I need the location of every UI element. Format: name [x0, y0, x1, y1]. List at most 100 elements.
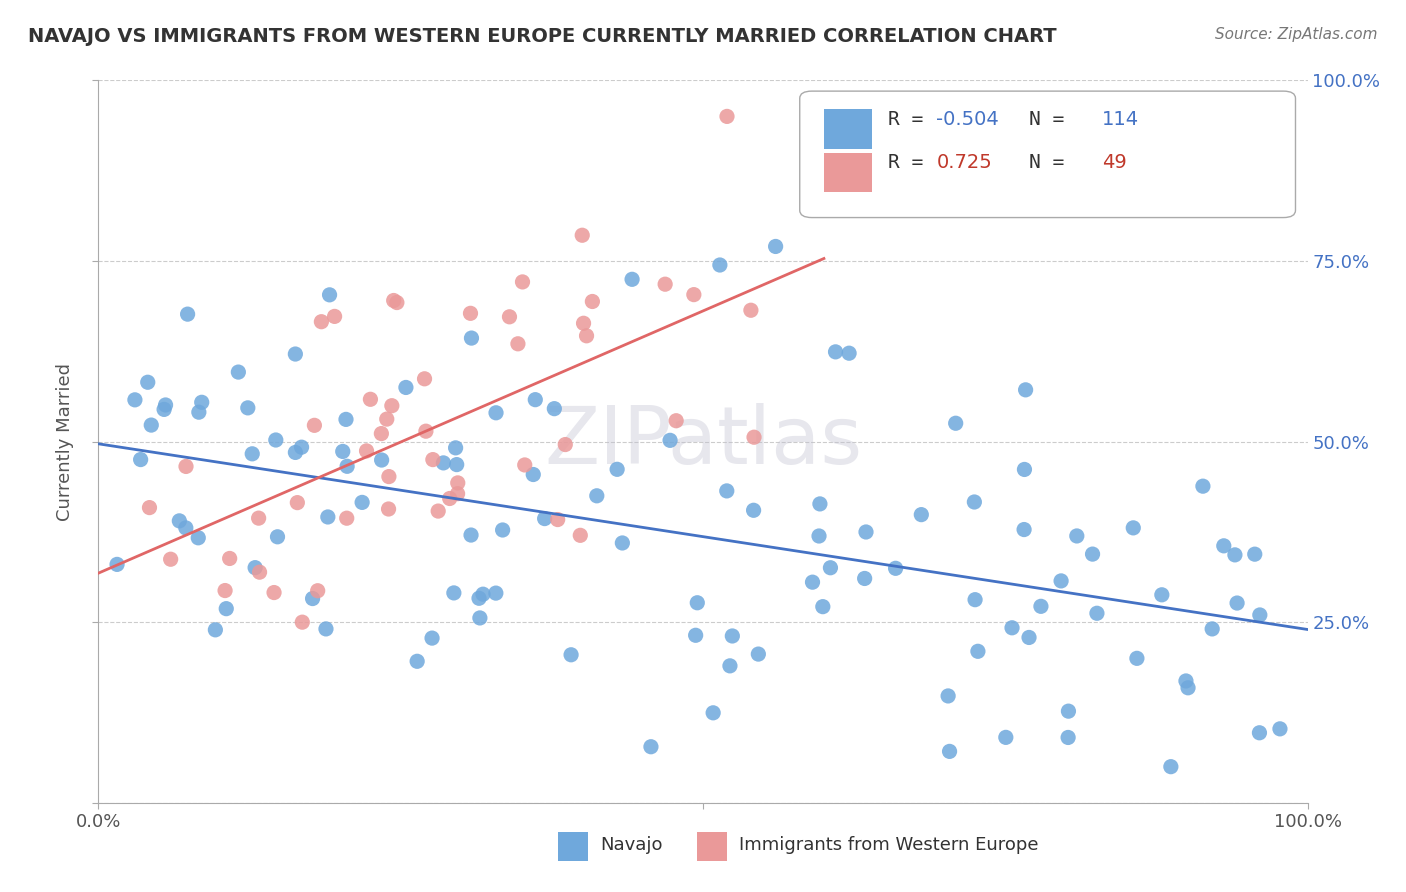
Point [215, 601, 238, 615]
Point [174, 521, 197, 535]
Point [1212, 539, 1234, 553]
Point [612, 536, 634, 550]
Text: R =         N =: R = N = [889, 153, 1135, 172]
Point [524, 392, 547, 407]
Point [1081, 547, 1104, 561]
Point [375, 412, 398, 426]
Text: -0.504: -0.504 [936, 110, 1000, 129]
Point [359, 392, 381, 407]
Point [444, 441, 467, 455]
Point [740, 303, 762, 318]
Point [291, 615, 314, 630]
Point [468, 591, 491, 606]
Point [702, 706, 724, 720]
Point [1226, 596, 1249, 610]
Point [967, 644, 990, 658]
Point [381, 399, 404, 413]
Point [543, 401, 565, 416]
Point [742, 430, 765, 444]
Point [560, 648, 582, 662]
Point [378, 469, 401, 483]
Point [716, 483, 738, 498]
Point [945, 416, 967, 430]
Point [1160, 760, 1182, 774]
Text: Immigrants from Western Europe: Immigrants from Western Europe [740, 836, 1039, 854]
Point [621, 272, 644, 286]
Bar [697, 831, 727, 861]
Point [1174, 673, 1197, 688]
Point [447, 475, 470, 490]
Point [468, 611, 491, 625]
Point [432, 456, 454, 470]
Point [581, 294, 603, 309]
Point [1012, 523, 1035, 537]
Point [1243, 547, 1265, 561]
Point [187, 405, 209, 419]
Point [575, 328, 598, 343]
Point [936, 689, 959, 703]
Text: 49: 49 [1102, 153, 1126, 172]
Point [585, 489, 607, 503]
Point [721, 629, 744, 643]
Point [838, 346, 860, 360]
Point [606, 462, 628, 476]
Point [682, 287, 704, 301]
Point [352, 495, 374, 509]
Point [413, 372, 436, 386]
Point [485, 406, 508, 420]
Point [370, 426, 392, 441]
Text: Source: ZipAtlas.com: Source: ZipAtlas.com [1215, 27, 1378, 42]
Point [266, 530, 288, 544]
Point [1014, 383, 1036, 397]
Point [243, 560, 266, 574]
Point [311, 315, 333, 329]
Point [236, 401, 259, 415]
Point [685, 628, 707, 642]
Bar [824, 153, 872, 193]
Point [439, 491, 461, 506]
Point [460, 331, 482, 345]
Point [801, 575, 824, 590]
Point [533, 511, 555, 525]
Point [1150, 588, 1173, 602]
Point [654, 277, 676, 292]
Bar [558, 831, 588, 861]
Point [498, 310, 520, 324]
Point [1066, 529, 1088, 543]
Point [356, 443, 378, 458]
Point [422, 452, 444, 467]
Point [307, 583, 329, 598]
Point [332, 444, 354, 458]
Point [747, 647, 769, 661]
Point [141, 418, 163, 433]
Point [443, 586, 465, 600]
Bar [824, 109, 872, 149]
Point [304, 418, 326, 433]
Point [155, 398, 177, 412]
Point [336, 511, 359, 525]
Point [965, 592, 987, 607]
Point [249, 565, 271, 579]
Point [659, 434, 682, 448]
Point [853, 572, 876, 586]
Point [240, 447, 263, 461]
Point [460, 306, 482, 320]
Point [460, 528, 482, 542]
Point [406, 654, 429, 668]
Point [1177, 681, 1199, 695]
Y-axis label: Currently Married: Currently Married [56, 362, 75, 521]
Point [1057, 731, 1080, 745]
Point [824, 344, 846, 359]
Point [811, 599, 834, 614]
Point [485, 586, 508, 600]
Point [1014, 462, 1036, 476]
Point [808, 497, 831, 511]
Text: 114: 114 [1102, 110, 1139, 129]
Point [884, 561, 907, 575]
Point [716, 110, 738, 124]
Text: ZIPatlas: ZIPatlas [544, 402, 862, 481]
Point [1001, 621, 1024, 635]
Point [169, 514, 191, 528]
Point [506, 336, 529, 351]
Point [264, 433, 287, 447]
